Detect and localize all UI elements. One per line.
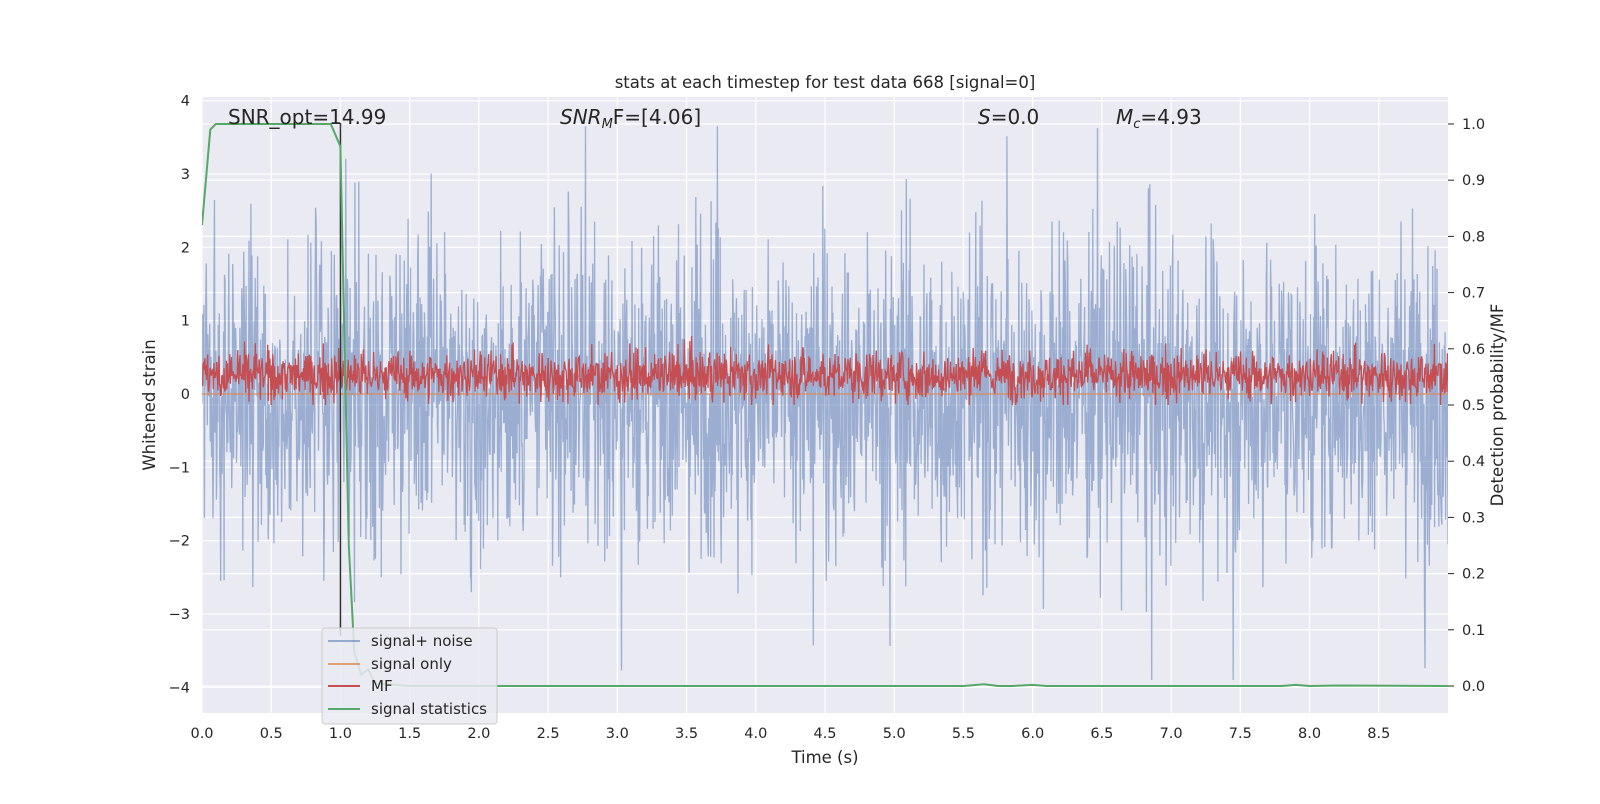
- chirp-mass-symbol: M: [1116, 105, 1133, 129]
- x-tick-label: 5.5: [952, 726, 975, 742]
- x-tick-label: 7.0: [1160, 726, 1183, 742]
- y-tick-labels: 4 3 2 1 0 −1 −2 −3 −4: [169, 94, 190, 697]
- y-right-tick-label: 0.3: [1462, 510, 1485, 526]
- y-right-tick-label: 0.7: [1462, 286, 1485, 302]
- mf-series: [202, 336, 1448, 406]
- chirp-mass-subscript: c: [1133, 117, 1140, 132]
- y-right-tick-label: 0.4: [1462, 454, 1485, 470]
- y-right-tick-label: 0.6: [1462, 342, 1485, 358]
- legend-entry-signal-only: signal only: [328, 655, 452, 673]
- y-right-tick-label: 0.2: [1462, 567, 1485, 583]
- y-right-tick-label: 0.9: [1462, 173, 1485, 189]
- chirp-mass-annotation: Mc=4.93: [1116, 105, 1202, 132]
- y-right-tick-label: 0.1: [1462, 623, 1485, 639]
- y-right-axis-label: Detection probability/MF: [1488, 304, 1507, 507]
- legend-label-mf: MF: [371, 677, 393, 695]
- x-tick-label: 8.5: [1367, 726, 1390, 742]
- legend-box: [321, 627, 498, 725]
- chirp-mass-value: =4.93: [1140, 105, 1201, 129]
- snr-mf-subscript: M: [602, 117, 613, 132]
- y-tick-label: 0: [181, 387, 190, 403]
- x-tick-label: 6.5: [1090, 726, 1113, 742]
- y-tick-label: −4: [169, 680, 190, 696]
- x-tick-label: 5.0: [883, 726, 906, 742]
- y-tick-label: −2: [169, 534, 190, 550]
- legend-entry-mf: MF: [328, 677, 393, 695]
- x-tick-label: 2.0: [467, 726, 490, 742]
- mf-line: [202, 336, 1448, 406]
- x-tick-label: 8.0: [1298, 726, 1321, 742]
- s-statistic-value: =0.0: [991, 105, 1040, 129]
- legend-entry-signal-statistics: signal statistics: [328, 700, 487, 718]
- signal-noise-series: [202, 126, 1448, 681]
- x-tick-label: 3.5: [675, 726, 698, 742]
- y-right-tick-labels: 1.0 0.9 0.8 0.7 0.6 0.5 0.4 0.3 0.2 0.1 0.0: [1448, 117, 1485, 695]
- y-right-tick-label: 1.0: [1462, 117, 1485, 133]
- y-right-tick-label: 0.5: [1462, 398, 1485, 414]
- x-tick-labels: 0.0 0.5 1.0 1.5 2.0 2.5 3.0 3.5 4.0 4.5 5.0 5.5 6.0 6…: [190, 726, 1390, 742]
- y-tick-label: 2: [181, 240, 190, 256]
- y-tick-label: 1: [181, 314, 190, 330]
- y-right-tick-label: 0.0: [1462, 679, 1485, 695]
- chart-title: stats at each timestep for test data 668…: [615, 73, 1036, 92]
- legend-entry-signal-noise: signal+ noise: [328, 632, 473, 650]
- snr-mf-symbol: SNR: [560, 105, 602, 129]
- x-tick-label: 0.0: [190, 726, 213, 742]
- x-tick-label: 6.0: [1021, 726, 1044, 742]
- y-right-tick-label: 0.8: [1462, 229, 1485, 245]
- snr-opt-annotation: SNR_opt=14.99: [228, 105, 386, 129]
- signal-noise-line: [202, 126, 1448, 681]
- x-tick-label: 1.5: [398, 726, 421, 742]
- x-tick-label: 4.0: [744, 726, 767, 742]
- y-tick-label: −3: [169, 607, 190, 623]
- s-statistic-annotation: S=0.0: [978, 105, 1039, 129]
- legend-label-signal-statistics: signal statistics: [371, 700, 487, 718]
- s-statistic-symbol: S: [978, 105, 991, 129]
- y-tick-label: −1: [169, 460, 190, 476]
- snr-mf-annotation: SNRMF=[4.06]: [560, 105, 701, 132]
- x-tick-label: 2.5: [537, 726, 560, 742]
- legend: signal+ noise signal only MF signal stat…: [321, 627, 498, 725]
- y-tick-label: 3: [181, 167, 190, 183]
- legend-label-signal-noise: signal+ noise: [371, 632, 473, 650]
- x-tick-label: 1.0: [329, 726, 352, 742]
- x-tick-label: 0.5: [260, 726, 283, 742]
- y-axis-label: Whitened strain: [140, 339, 159, 470]
- x-tick-label: 7.5: [1229, 726, 1252, 742]
- legend-label-signal-only: signal only: [371, 655, 452, 673]
- x-axis-label: Time (s): [790, 748, 858, 767]
- snr-mf-value: F=[4.06]: [613, 105, 701, 129]
- y-tick-label: 4: [181, 94, 190, 110]
- x-tick-label: 4.5: [813, 726, 836, 742]
- x-tick-label: 3.0: [606, 726, 629, 742]
